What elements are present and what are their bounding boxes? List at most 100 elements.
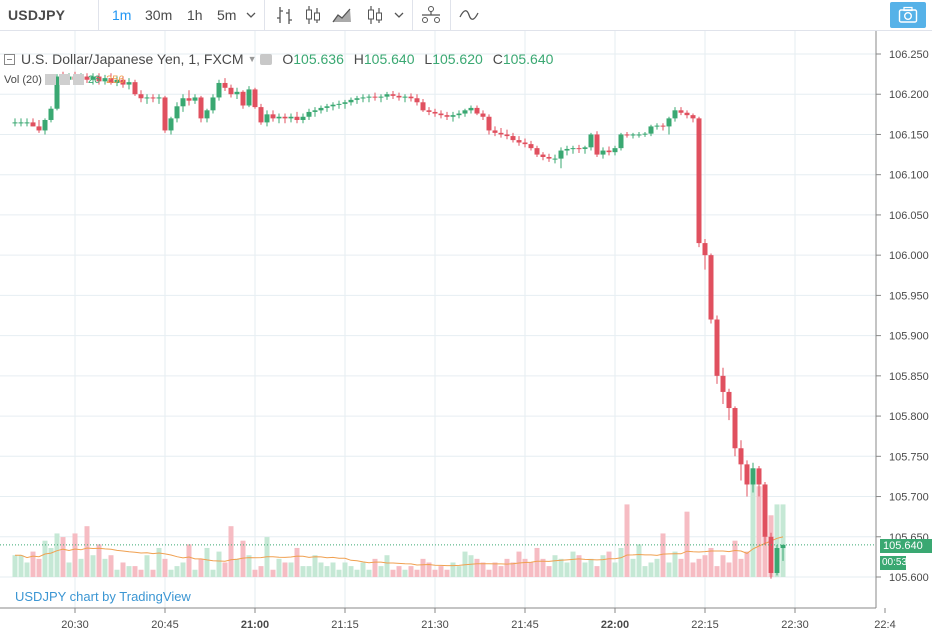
interval-1h[interactable]: 1h	[187, 7, 203, 23]
eye-icon[interactable]	[44, 74, 56, 85]
candle-body	[336, 103, 342, 105]
price-tick-label: 105.750	[889, 451, 929, 463]
volume-bar	[90, 555, 96, 577]
settings-icon[interactable]	[58, 74, 70, 85]
volume-bar	[12, 555, 18, 577]
candle-body	[534, 148, 540, 155]
volume-bar	[402, 569, 408, 577]
bar-chart-icon[interactable]	[274, 4, 296, 26]
volume-bar	[198, 558, 204, 577]
candle-body	[282, 116, 288, 119]
candle-body	[432, 111, 438, 114]
volume-bars	[12, 468, 786, 577]
candle-body	[546, 156, 552, 159]
volume-bar	[570, 551, 576, 577]
interval-30m[interactable]: 30m	[145, 7, 173, 23]
volume-bar	[762, 515, 768, 577]
volume-bar	[246, 555, 252, 577]
candle-body	[408, 96, 414, 99]
price-tick-label: 106.150	[889, 129, 929, 141]
candle-body	[402, 96, 408, 98]
chevron-down-icon[interactable]	[392, 8, 406, 22]
volume-bar	[288, 562, 294, 577]
tradingview-watermark[interactable]: USDJPY chart by TradingView	[15, 589, 191, 604]
volume-bar	[342, 562, 348, 577]
price-chart[interactable]: 106.250 106.200 106.150 106.100 106.050 106.0…	[0, 31, 932, 638]
volume-ma-value: 256	[106, 74, 125, 86]
chevron-down-icon[interactable]	[244, 8, 258, 22]
price-tick-label: 105.950	[889, 290, 929, 302]
volume-bar	[594, 566, 600, 577]
volume-bar	[702, 555, 708, 577]
price-axis	[876, 31, 932, 638]
candle-body	[510, 136, 516, 141]
volume-bar	[66, 562, 72, 577]
candle-body	[108, 78, 114, 83]
candle-body	[438, 113, 444, 116]
candle-body	[372, 96, 378, 98]
chart-legend: U.S. Dollar/Japanese Yen, 1, FXCM ▼ O105.…	[4, 51, 553, 67]
volume-bar	[222, 562, 228, 577]
volume-bar	[438, 566, 444, 577]
candle-body	[180, 98, 186, 107]
volume-bar	[582, 562, 588, 577]
volume-bar	[732, 540, 738, 577]
volume-bar	[750, 468, 756, 577]
candle-body	[426, 110, 432, 112]
series-title: U.S. Dollar/Japanese Yen, 1, FXCM	[21, 51, 244, 67]
toolbar-divider	[412, 0, 413, 30]
candle-body	[522, 142, 528, 145]
candle-body	[330, 104, 336, 107]
volume-bar	[678, 558, 684, 577]
volume-bar	[72, 533, 78, 577]
volume-bar	[528, 562, 534, 577]
candle-body	[720, 375, 726, 392]
volume-bar	[108, 555, 114, 577]
countdown-tag: 00:53	[880, 556, 908, 570]
camera-button[interactable]	[890, 2, 926, 28]
chevron-down-icon[interactable]: ▼	[247, 54, 257, 64]
candlestick-icon[interactable]	[302, 4, 324, 26]
close-icon[interactable]	[72, 74, 84, 85]
volume-bar	[534, 547, 540, 577]
price-tick-label: 106.000	[889, 250, 929, 262]
interval-1m[interactable]: 1m	[112, 7, 132, 23]
volume-bar	[234, 558, 240, 577]
volume-bar	[390, 569, 396, 577]
camera-icon	[898, 6, 918, 23]
volume-bar	[150, 569, 156, 577]
candle-body	[672, 110, 678, 119]
volume-bar	[168, 569, 174, 577]
volume-bar	[498, 566, 504, 577]
candle-style-icon[interactable]	[364, 4, 386, 26]
time-axis	[0, 608, 876, 638]
candle-body	[708, 255, 714, 320]
candle-body	[294, 116, 300, 120]
area-chart-icon[interactable]	[331, 4, 353, 26]
volume-bar	[432, 569, 438, 577]
volume-bar	[426, 562, 432, 577]
candle-body	[474, 107, 480, 114]
toolbar-divider	[450, 0, 451, 30]
candle-body	[252, 89, 258, 108]
visibility-icon[interactable]	[260, 54, 273, 65]
volume-bar	[360, 562, 366, 577]
last-price-tag: 105.640	[880, 539, 932, 553]
compare-icon[interactable]	[458, 4, 480, 26]
toolbar-divider	[264, 0, 265, 30]
volume-bar	[156, 547, 162, 577]
candle-body	[714, 319, 720, 376]
volume-bar	[318, 562, 324, 577]
toolbar: USDJPY 1m 30m 1h 5m	[0, 0, 932, 31]
collapse-icon[interactable]	[4, 54, 15, 65]
symbol-search[interactable]: USDJPY	[8, 7, 66, 23]
candle-body	[24, 122, 30, 124]
volume-bar	[138, 569, 144, 577]
volume-bar	[540, 558, 546, 577]
candle-body	[468, 107, 474, 111]
candle-body	[378, 96, 384, 98]
interval-5m[interactable]: 5m	[217, 7, 237, 23]
indicators-icon[interactable]	[420, 4, 442, 26]
candle-body	[198, 97, 204, 119]
high-value: 105.640	[363, 51, 415, 67]
